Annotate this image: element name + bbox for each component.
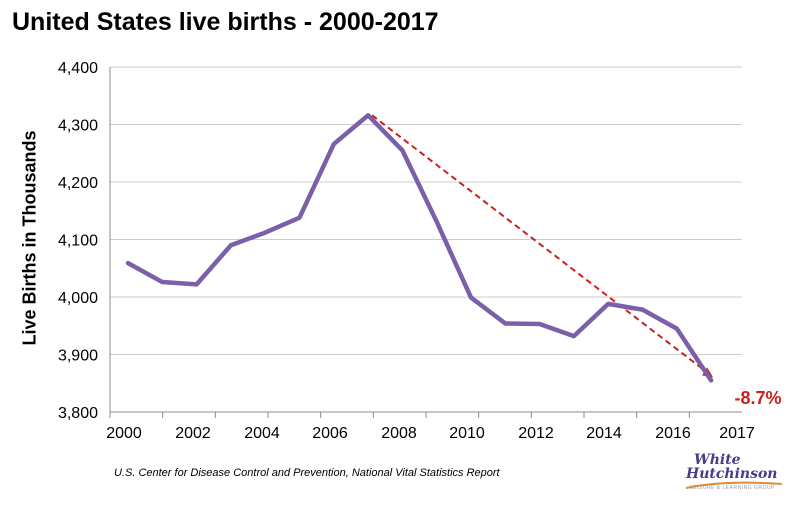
y-tick-label: 4,300 <box>58 118 98 135</box>
x-tick-label: 2012 <box>518 425 554 442</box>
trend-line <box>371 114 714 378</box>
logo-swoosh-icon <box>685 481 783 489</box>
white-hutchinson-logo: White Hutchinson LEISURE & LEARNING GROU… <box>684 452 794 498</box>
trend-dashed-line <box>371 114 708 374</box>
y-tick-label: 4,000 <box>58 290 98 307</box>
chart-title: United States live births - 2000-2017 <box>12 8 439 36</box>
source-note: U.S. Center for Disease Control and Prev… <box>114 467 500 479</box>
gridlines <box>110 66 742 413</box>
annotations: -8.7% <box>734 388 781 408</box>
x-tick-labels: 2000 2002 2004 2006 2008 2010 2012 2014 2016 2017 <box>106 412 755 442</box>
x-tick-label: 2014 <box>586 425 622 442</box>
x-tick-label: 2006 <box>312 425 348 442</box>
logo-line2: Hutchinson <box>686 466 778 482</box>
series-lines <box>125 113 714 383</box>
y-tick-label: 4,200 <box>58 175 98 192</box>
x-tick-label: 2016 <box>655 425 691 442</box>
x-tick-label: 2008 <box>381 425 417 442</box>
y-tick-labels: 3,800 3,900 4,000 4,100 4,200 4,300 4,400 <box>58 60 98 422</box>
y-tick-label: 4,400 <box>58 60 98 77</box>
logo-tagline: LEISURE & LEARNING GROUP <box>690 485 775 491</box>
x-tick-label: 2004 <box>244 425 280 442</box>
x-tick-label: 2000 <box>106 425 142 442</box>
y-tick-label: 3,800 <box>58 405 98 422</box>
x-tick-label: 2017 <box>719 425 755 442</box>
y-tick-label: 4,100 <box>58 233 98 250</box>
y-tick-label: 3,900 <box>58 348 98 365</box>
x-tick-label: 2002 <box>175 425 211 442</box>
percent-change-label: -8.7% <box>734 388 781 408</box>
series-line <box>125 113 714 383</box>
x-tick-label: 2010 <box>449 425 485 442</box>
logo-line1: White <box>694 452 741 468</box>
